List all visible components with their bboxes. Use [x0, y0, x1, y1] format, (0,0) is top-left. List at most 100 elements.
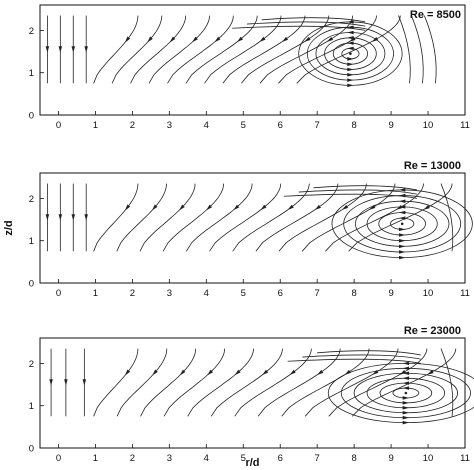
flow-arrow [402, 386, 410, 390]
flow-arrow [45, 214, 50, 221]
streamline [111, 15, 163, 84]
streamline [278, 183, 367, 252]
streamline [287, 358, 421, 364]
flow-arrow [398, 188, 406, 192]
plot-frame [39, 4, 466, 116]
flow-arrow [317, 369, 324, 375]
flow-arrow [124, 204, 131, 211]
x-tick-label: 0 [56, 288, 61, 299]
flow-arrow [398, 199, 406, 203]
streamline [185, 15, 258, 84]
x-tick-label: 2 [130, 453, 135, 464]
streamline [93, 183, 139, 252]
flow-arrow [289, 369, 296, 376]
flow-arrow [347, 41, 354, 45]
flow-arrow [398, 233, 406, 237]
x-tick-label: 1 [93, 453, 98, 464]
flow-arrow [347, 25, 354, 29]
y-tick-label: 0 [29, 279, 34, 290]
flow-arrow [398, 216, 406, 220]
flow-arrow [71, 214, 76, 221]
x-tick-label: 4 [204, 120, 209, 131]
streamline [411, 15, 424, 84]
flow-arrow [58, 46, 63, 53]
streamline [116, 348, 168, 417]
streamline [185, 183, 253, 252]
flow-arrow [347, 57, 354, 61]
streamline [93, 348, 139, 417]
flow-arrow [84, 214, 88, 221]
flow-arrow [402, 396, 410, 400]
x-tick-label: 6 [278, 288, 283, 299]
flow-arrow [398, 210, 406, 215]
streamline [313, 185, 418, 191]
streamline [234, 348, 312, 417]
flow-arrow [314, 204, 321, 210]
flow-arrow [341, 204, 349, 210]
panel-1: 0 1 2 3 4 5 6 7 8 9 10 11 0 1 2 Re = 8500 [29, 4, 470, 131]
flow-arrow [402, 366, 410, 371]
flow-arrow [82, 379, 87, 386]
streamline [440, 183, 454, 252]
x-tick-label: 2 [130, 120, 135, 131]
x-tick-label: 7 [315, 120, 320, 131]
streamline [232, 25, 366, 31]
flow-arrow [84, 46, 88, 53]
streamline [255, 183, 339, 252]
plot-frame [39, 337, 466, 449]
streamlines [45, 183, 473, 260]
flow-arrow [398, 255, 406, 260]
streamline [139, 183, 196, 252]
x-tick-label: 1 [93, 288, 98, 299]
x-tick-label: 3 [167, 120, 172, 131]
flow-arrow [281, 36, 289, 42]
x-tick-label: 9 [388, 120, 393, 131]
flow-arrow [402, 371, 410, 376]
streamline [241, 15, 330, 84]
plot-frame [39, 172, 466, 284]
re-annotation: Re = 13000 [404, 160, 461, 172]
y-tick-label: 1 [29, 68, 34, 79]
streamline [167, 15, 234, 84]
x-tick-label: 4 [204, 288, 209, 299]
flow-arrow [179, 369, 186, 376]
x-tick-label: 10 [423, 288, 434, 299]
y-axis-title: z/d [3, 220, 15, 235]
flow-arrow [347, 73, 354, 77]
flow-arrow [402, 401, 410, 405]
flow-arrow [259, 36, 266, 43]
flow-arrow [326, 36, 334, 42]
re-annotation: Re = 8500 [410, 9, 461, 21]
streamline [222, 15, 306, 84]
flow-arrow [147, 36, 153, 43]
x-tick-label: 1 [93, 120, 98, 131]
streamline [257, 348, 341, 417]
flow-arrow [58, 214, 63, 221]
flow-arrow [152, 369, 158, 376]
x-axis-title: r/d [245, 457, 259, 469]
streamline [93, 15, 139, 84]
x-tick-label: 11 [460, 120, 470, 131]
flow-arrow [402, 406, 410, 410]
x-tick-label: 11 [460, 453, 470, 464]
streamline [302, 354, 421, 360]
flow-arrow [304, 36, 311, 42]
flow-arrow [236, 36, 243, 43]
flow-arrow [214, 36, 221, 43]
flow-arrow [402, 415, 410, 420]
vortex-center [349, 52, 352, 55]
panel-3: 0 1 2 3 4 5 6 7 8 9 10 11 0 1 2 Re = 23000 r/d [29, 325, 474, 469]
x-tick-label: 10 [423, 120, 434, 131]
flow-arrow [64, 379, 68, 386]
x-tick-label: 3 [167, 288, 172, 299]
flow-arrow [234, 369, 241, 376]
streamline [281, 348, 370, 417]
x-tick-label: 8 [351, 288, 356, 299]
x-tick-label: 0 [56, 453, 61, 464]
streamline [283, 193, 418, 199]
flow-arrow [398, 193, 406, 198]
streamline [325, 183, 424, 252]
flow-arrow [398, 250, 406, 254]
flow-arrow [347, 20, 354, 24]
flow-arrow [427, 370, 434, 375]
